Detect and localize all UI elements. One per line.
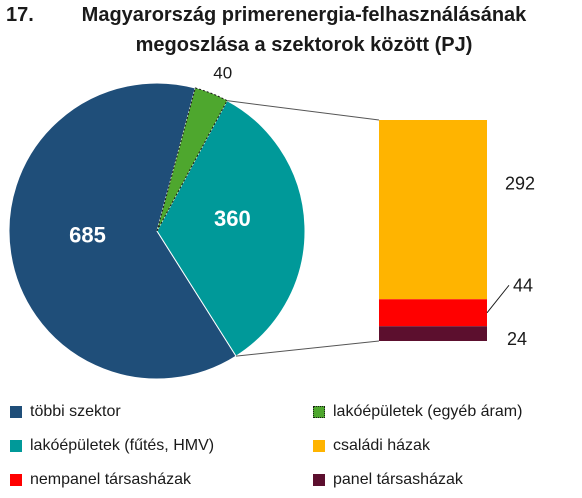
bar-label-nempanel-tarsashazak: 44 xyxy=(513,275,533,295)
bar-label-csaladi-hazak: 292 xyxy=(505,174,535,194)
legend-swatch-icon xyxy=(10,406,22,418)
connector-line-bottom xyxy=(235,340,380,357)
bar-label-leader-nempanel-tarsashazak xyxy=(486,284,510,314)
legend-item-panel-tarsashazak: panel társasházak xyxy=(313,470,463,490)
legend-item-lakoepuletek-futes-hmv: lakóépületek (fűtés, HMV) xyxy=(10,436,214,456)
pie-slice-lakoepuletek-futes-hmv xyxy=(156,99,306,357)
pie-label-lakoepuletek-egyeb-aram: 40 xyxy=(213,63,232,82)
legend-label: lakóépületek (fűtés, HMV) xyxy=(30,437,215,454)
legend-label: többi szektor xyxy=(30,403,121,420)
bar-label-panel-tarsashazak: 24 xyxy=(507,329,527,349)
legend-label: lakóépületek (egyéb áram) xyxy=(333,403,523,420)
chart-title-line-1: Magyarország primerenergia-felhasználásá… xyxy=(81,4,527,26)
legend-swatch-icon xyxy=(10,440,22,452)
chart-title-number: 17. xyxy=(6,4,34,26)
legend-swatch-icon xyxy=(313,474,325,486)
legend-item-nempanel-tarsashazak: nempanel társasházak xyxy=(10,470,191,490)
legend-swatch-icon xyxy=(313,440,325,452)
legend-swatch-icon xyxy=(10,474,22,486)
legend-label: panel társasházak xyxy=(333,471,463,488)
pie-label-lakoepuletek-futes-hmv: 360 xyxy=(214,206,251,231)
legend-item-tobbi-szektor: többi szektor xyxy=(10,402,121,422)
bar-segment-nempanel-tarsashazak xyxy=(379,299,487,327)
chart-title-line-2: megoszlása a szektorok között (PJ) xyxy=(135,34,473,56)
pie-slice-lakoepuletek-egyeb-aram xyxy=(156,87,228,232)
bar-segment-panel-tarsashazak xyxy=(379,326,487,341)
connector-line-top xyxy=(227,100,380,121)
bar-segment-csaladi-hazak xyxy=(379,120,487,300)
legend-item-csaladi-hazak: családi házak xyxy=(313,436,430,456)
legend-label: nempanel társasházak xyxy=(30,471,191,488)
legend-item-lakoepuletek-egyeb-aram: lakóépületek (egyéb áram) xyxy=(313,402,522,422)
pie-label-tobbi-szektor: 685 xyxy=(69,222,106,247)
pie-slice-tobbi-szektor xyxy=(8,82,237,380)
legend-swatch-icon xyxy=(313,406,325,418)
legend-label: családi házak xyxy=(333,437,430,454)
